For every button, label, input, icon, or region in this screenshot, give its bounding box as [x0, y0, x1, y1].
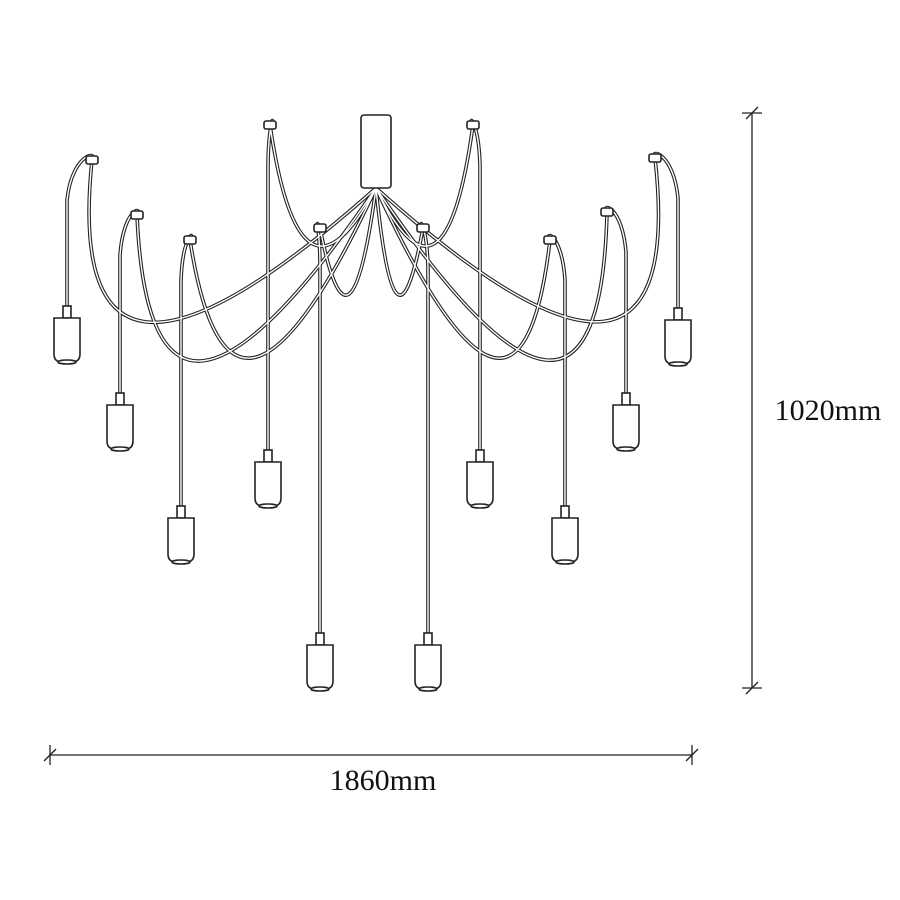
socket [106, 404, 134, 450]
hook [85, 155, 99, 165]
socket-neck [560, 505, 570, 519]
cable [266, 118, 378, 452]
cables [65, 118, 680, 635]
hook [416, 223, 430, 233]
socket-rim [171, 559, 191, 565]
cable-core [375, 187, 429, 634]
hook [183, 235, 197, 245]
socket-neck [621, 392, 631, 406]
socket [53, 317, 81, 363]
socket [612, 404, 640, 450]
socket-neck [115, 392, 125, 406]
socket-neck [423, 632, 433, 646]
cable-core [66, 154, 377, 324]
cable [179, 186, 378, 508]
socket-rim [110, 446, 130, 452]
socket [466, 461, 494, 507]
socket-rim [668, 361, 688, 367]
hook [130, 210, 144, 220]
socket-rim [258, 503, 278, 509]
socket-neck [62, 305, 72, 319]
cable-core [316, 187, 377, 634]
hook [313, 223, 327, 233]
socket [306, 644, 334, 690]
hook [543, 235, 557, 245]
socket-neck [176, 505, 186, 519]
sockets [53, 120, 692, 692]
socket [664, 319, 692, 365]
cable-core [180, 187, 377, 507]
height-dimension [742, 106, 762, 695]
hook [600, 207, 614, 217]
socket-neck [263, 449, 273, 463]
socket [414, 644, 442, 690]
socket-rim [57, 359, 77, 365]
width-dimension [43, 745, 699, 765]
socket [254, 461, 282, 507]
hook [263, 120, 277, 130]
cable [65, 153, 378, 325]
socket-rim [616, 446, 636, 452]
socket-neck [315, 632, 325, 646]
socket-neck [475, 449, 485, 463]
cable-core [375, 120, 481, 451]
socket [167, 517, 195, 563]
socket-rim [555, 559, 575, 565]
cable-core [375, 152, 679, 323]
socket-rim [418, 686, 438, 692]
socket-rim [470, 503, 490, 509]
socket-rim [310, 686, 330, 692]
cable-core [267, 120, 377, 451]
width-label: 1860mm [330, 764, 437, 797]
height-label: 1020mm [775, 394, 882, 427]
cable [374, 186, 430, 635]
canopy [360, 114, 392, 189]
hook [648, 153, 662, 163]
socket [551, 517, 579, 563]
hook [466, 120, 480, 130]
socket-neck [673, 307, 683, 321]
